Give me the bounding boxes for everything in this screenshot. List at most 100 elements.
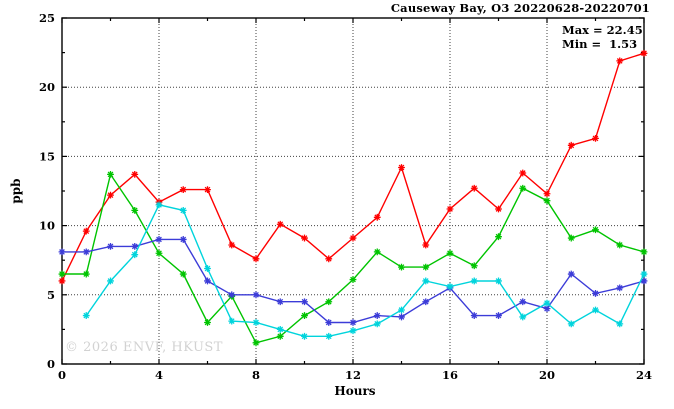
- series-red-marker: [349, 234, 357, 242]
- series-red-marker: [107, 191, 114, 199]
- series-red-marker: [519, 169, 527, 177]
- series-blue-marker: [301, 298, 308, 306]
- x-tick-label: 0: [58, 368, 66, 382]
- y-tick-label: 25: [39, 11, 55, 25]
- series-red-marker: [592, 135, 599, 142]
- max-min-annotation: Max = 22.45 Min = 1.53: [562, 23, 643, 51]
- series-cyan-marker: [616, 320, 624, 328]
- series-cyan-line: [85, 203, 645, 337]
- series-blue-marker: [179, 236, 187, 243]
- series-blue-marker: [252, 291, 260, 299]
- series-cyan-marker: [373, 320, 381, 328]
- series-red-marker: [252, 255, 260, 263]
- series-blue-marker: [422, 298, 430, 306]
- series-green-marker: [446, 249, 454, 257]
- series-red-marker: [301, 234, 308, 242]
- chart-title: Causeway Bay, O3 20220628-20220701: [390, 1, 650, 15]
- series-green-marker: [179, 270, 187, 278]
- x-tick-label: 4: [155, 368, 163, 382]
- series-green-marker: [252, 339, 260, 347]
- series-green-marker: [495, 233, 502, 241]
- series-blue-marker: [349, 319, 357, 326]
- series-cyan-marker: [349, 327, 357, 335]
- y-tick-label: 10: [39, 219, 55, 233]
- series-green-marker: [325, 298, 333, 306]
- series-red-marker: [616, 57, 624, 65]
- series-green-marker: [301, 312, 308, 319]
- series-green-marker: [155, 249, 163, 257]
- series-blue-marker: [155, 236, 163, 243]
- series-red-marker: [131, 170, 139, 178]
- y-tick-label: 0: [47, 357, 55, 371]
- series-green-marker: [567, 234, 575, 242]
- series-cyan-marker: [252, 319, 260, 326]
- watermark: © 2026 ENVF, HKUST: [65, 340, 223, 355]
- series-blue-marker: [228, 291, 236, 299]
- series-red-marker: [422, 241, 430, 249]
- series-cyan-marker: [107, 277, 114, 285]
- series-green-marker: [592, 226, 599, 234]
- series-blue-marker: [616, 284, 624, 292]
- series-blue-marker: [82, 248, 90, 256]
- series-red-marker: [325, 255, 333, 263]
- series-green-marker: [349, 276, 357, 283]
- series-blue-marker: [131, 242, 139, 250]
- series-blue-marker: [640, 277, 648, 285]
- series-blue-marker: [470, 312, 478, 319]
- series-red-marker: [82, 227, 90, 235]
- series-blue-marker: [58, 248, 66, 256]
- series-blue-marker: [567, 270, 575, 278]
- series-red-marker: [398, 164, 405, 171]
- x-tick-label: 24: [636, 368, 652, 382]
- series-blue-marker: [204, 277, 211, 285]
- series-green-marker: [543, 197, 551, 205]
- series-red-marker: [446, 205, 454, 213]
- series-red-marker: [204, 186, 211, 194]
- series-green-marker: [276, 332, 284, 340]
- series-green-marker: [616, 241, 624, 249]
- series-red-marker: [495, 205, 502, 213]
- series-cyan-marker: [446, 283, 454, 290]
- series-green-marker: [58, 270, 66, 278]
- series-red-marker: [58, 277, 66, 285]
- series-green-marker: [204, 319, 211, 326]
- series-cyan-marker: [640, 270, 648, 278]
- series-green-marker: [107, 170, 114, 178]
- series-green-marker: [373, 248, 381, 256]
- series-cyan-marker: [325, 332, 333, 340]
- x-tick-label: 8: [252, 368, 260, 382]
- series-red-marker: [640, 49, 648, 57]
- series-blue-marker: [107, 242, 114, 250]
- series-cyan-marker: [470, 277, 478, 285]
- series-cyan-marker: [495, 277, 502, 285]
- y-axis-label: ppb: [9, 178, 23, 204]
- series-blue-marker: [276, 298, 284, 306]
- series-red-marker: [567, 141, 575, 149]
- series-cyan-marker: [204, 265, 211, 272]
- y-tick-label: 15: [39, 149, 55, 163]
- series-cyan-marker: [592, 306, 599, 314]
- series-cyan-marker: [543, 299, 551, 307]
- series-blue-marker: [543, 305, 551, 313]
- series-red-marker: [373, 213, 381, 221]
- series-blue-marker: [519, 298, 527, 306]
- series-blue-marker: [592, 290, 599, 297]
- x-tick-label: 16: [442, 368, 458, 382]
- series-blue-marker: [325, 319, 333, 326]
- series-cyan-marker: [276, 326, 284, 333]
- series-cyan-marker: [398, 306, 405, 314]
- x-axis-label: Hours: [334, 384, 376, 398]
- series-green-marker: [640, 248, 648, 256]
- y-tick-label: 20: [39, 80, 55, 94]
- series-cyan-marker: [179, 206, 187, 214]
- series-cyan-marker: [519, 313, 527, 321]
- series-blue-marker: [398, 313, 405, 321]
- series-cyan-marker: [422, 277, 430, 285]
- series-green-marker: [131, 206, 139, 214]
- y-tick-label: 5: [47, 288, 55, 302]
- series-blue-marker: [373, 312, 381, 319]
- max-value-label: Max = 22.45: [562, 23, 643, 37]
- series-green-marker: [470, 262, 478, 270]
